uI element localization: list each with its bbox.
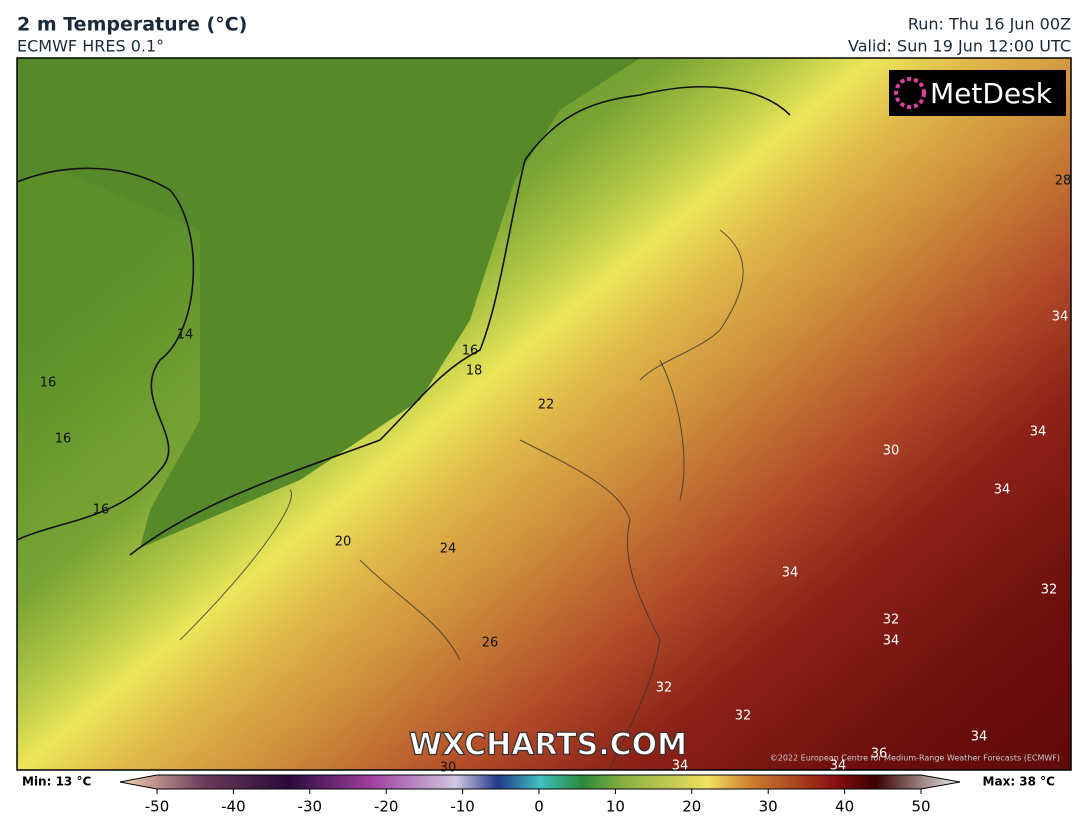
logo-box xyxy=(889,70,1066,116)
colorbar-tick-label: 20 xyxy=(682,798,701,816)
contour-label: 34 xyxy=(672,759,689,774)
colorbar-tick-label: -40 xyxy=(221,798,246,816)
contour-label: 16 xyxy=(40,376,57,391)
colorbar-tick-label: 30 xyxy=(759,798,778,816)
colorbar-tick-label: -10 xyxy=(450,798,475,816)
colorbar-tick-label: -50 xyxy=(145,798,170,816)
coastline xyxy=(129,86,791,556)
contour-label: 14 xyxy=(177,328,194,343)
contour-label: 22 xyxy=(538,398,555,413)
logo-icon xyxy=(894,77,926,109)
logo-text: MetDesk xyxy=(930,77,1053,110)
map xyxy=(17,58,1071,770)
colorbar-tick-label: 50 xyxy=(911,798,930,816)
coastline xyxy=(17,167,195,541)
borders xyxy=(179,229,744,770)
contour-label: 32 xyxy=(1041,583,1058,598)
contour-label: 32 xyxy=(883,613,900,628)
colorbar xyxy=(119,774,961,790)
copyright: ©2022 European Centre for Medium-Range W… xyxy=(770,754,1060,763)
contour-label: 30 xyxy=(440,761,457,776)
contour-label: 34 xyxy=(883,634,900,649)
contour-label: 24 xyxy=(440,542,457,557)
legend-min: Min: 13 °C xyxy=(22,775,91,789)
contour-label: 30 xyxy=(883,444,900,459)
colorbar-tick-label: 40 xyxy=(835,798,854,816)
contour-label: 32 xyxy=(656,681,673,696)
contour-label: 32 xyxy=(735,709,752,724)
contour-label: 36 xyxy=(871,747,888,762)
contour-label: 28 xyxy=(1055,174,1072,189)
colorbar-tick-label: 0 xyxy=(534,798,544,816)
contour-label: 34 xyxy=(782,566,799,581)
contour-label: 16 xyxy=(55,432,72,447)
run-time: Run: Thu 16 Jun 00Z xyxy=(908,15,1071,34)
watermark: WXCHARTS.COM xyxy=(409,728,687,763)
contour-label: 16 xyxy=(93,503,110,518)
contour-label: 34 xyxy=(1052,310,1069,325)
contour-label: 20 xyxy=(335,535,352,550)
map-frame xyxy=(16,57,1072,771)
colorbar-tick-label: -20 xyxy=(374,798,399,816)
title: 2 m Temperature (°C) xyxy=(17,14,247,36)
subtitle: ECMWF HRES 0.1° xyxy=(17,37,164,56)
contour-label: 34 xyxy=(1030,425,1047,440)
contour-label: 34 xyxy=(994,483,1011,498)
colorbar-tick-label: -30 xyxy=(298,798,323,816)
sea xyxy=(17,58,640,548)
contour-label: 18 xyxy=(466,364,483,379)
colorbar-tick-label: 10 xyxy=(606,798,625,816)
contour-label: 26 xyxy=(482,636,499,651)
contour-label: 34 xyxy=(971,730,988,745)
valid-time: Valid: Sun 19 Jun 12:00 UTC xyxy=(848,37,1071,56)
contour-label: 34 xyxy=(830,759,847,774)
legend-max: Max: 38 °C xyxy=(983,775,1056,789)
contour-label: 16 xyxy=(462,344,479,359)
